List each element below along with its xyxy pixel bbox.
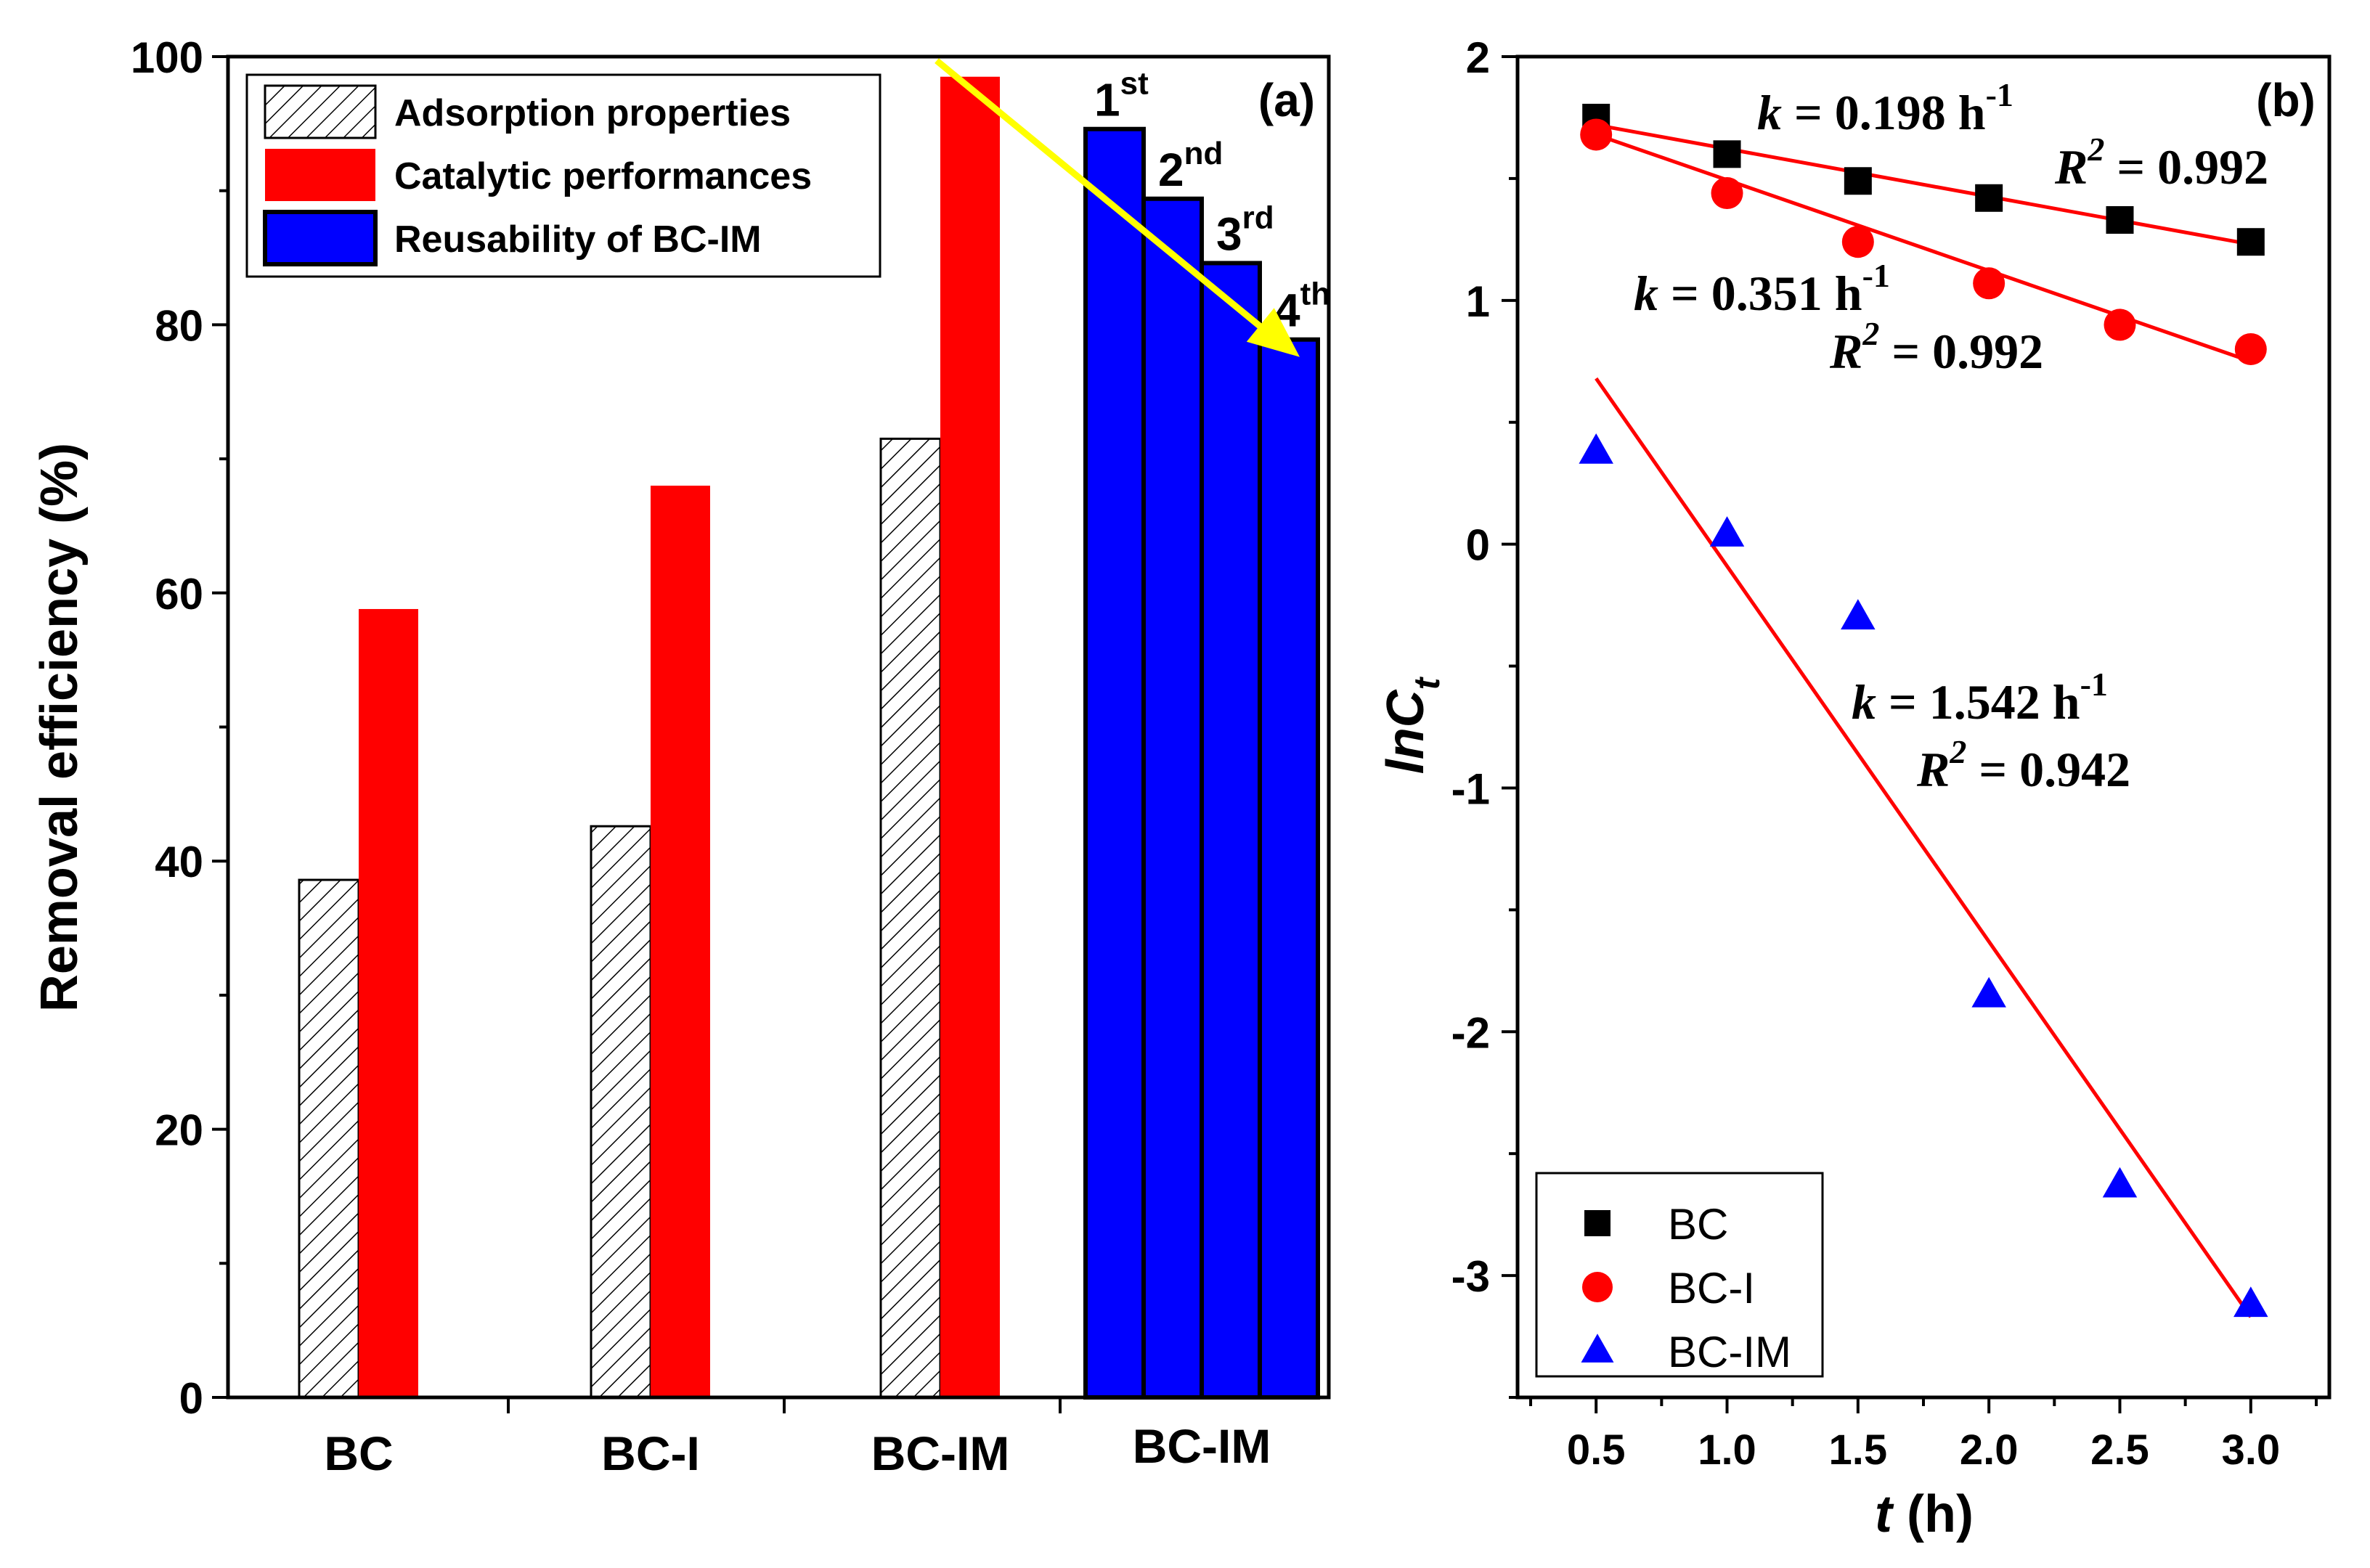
reuse-cycle-label-3: 3rd [1216,200,1274,260]
y-tick-label-80: 80 [155,301,203,350]
y-tick-label-20: 20 [155,1106,203,1155]
x-category-label: BC-IM [871,1426,1010,1480]
x-category-label-reuse: BC-IM [1133,1419,1271,1473]
legend-label-bc-im: BC-IM [1668,1328,1791,1376]
point-bc-im-5 [2233,1286,2268,1318]
x-tick-label-b: 2.5 [2090,1426,2149,1474]
annotation-k-bc-i: k = 0.351 h-1 [1634,257,1890,321]
bar-adsorption-bc-i [590,825,652,1399]
legend-label-bc: BC [1668,1200,1728,1249]
y-axis-label-b: lnCt [1377,676,1447,774]
legend-marker-bc [1584,1210,1610,1236]
trend-arrow-head [1246,308,1300,357]
reuse-cycle-label-1: 1st [1094,66,1149,126]
point-bc-3 [1975,184,2003,212]
point-bc-i-3 [1973,267,2005,300]
point-bc-1 [1713,140,1741,168]
axis-frame-a [226,54,1331,1400]
y-tick-label-b: -1 [1451,764,1490,813]
bar-reuse-cycle-1 [1083,126,1146,1400]
x-tick-label-b: 1.5 [1829,1426,1888,1474]
x-axis-label-b: t (h) [1875,1485,1974,1543]
point-bc-4 [2106,205,2134,234]
x-tick-label-b: 0.5 [1567,1426,1626,1474]
x-tick-label-b: 3.0 [2221,1426,2280,1474]
x-tick-label-b: 1.0 [1698,1426,1756,1474]
legend-label-bc-i: BC-I [1668,1264,1755,1312]
legend-swatch-2 [263,210,378,266]
point-bc-im-0 [1579,433,1613,464]
legend-label-1: Catalytic performances [394,155,812,197]
annotation-k-bc: k = 0.198 h-1 [1757,76,2013,140]
bar-catalytic-bc-i [651,486,710,1397]
point-bc-im-3 [1971,976,2006,1008]
point-bc-i-4 [2104,309,2136,341]
point-bc-im-1 [1709,516,1745,547]
bar-reuse-cycle-3 [1200,261,1262,1400]
annotation-k-bc-im: k = 1.542 h-1 [1852,666,2108,730]
point-bc-i-2 [1841,226,1874,258]
y-tick-label-b: -3 [1451,1252,1490,1301]
fit-line-bc-i [1595,133,2252,364]
annotation-r2-bc-i: R2 = 0.992 [1829,315,2043,379]
y-tick-label-b: -2 [1451,1008,1490,1057]
fit-line-bc [1595,123,2252,247]
legend-label-2: Reusability of BC-IM [394,219,762,261]
legend-swatch-1 [265,149,375,201]
legend-swatch-0 [264,84,377,139]
point-bc-i-1 [1711,177,1743,210]
bar-adsorption-bc-im [879,437,942,1399]
y-tick-label-b: 2 [1466,33,1490,82]
point-bc-i-5 [2234,332,2267,365]
legend-frame-b [1535,1172,1824,1378]
point-bc-im-4 [2102,1167,2138,1198]
panel-label-a: (a) [1258,74,1315,126]
legend-a: Adsorption properties Catalytic performan… [245,73,881,278]
legend-b: BC BC-I BC-IM [1535,1172,1824,1378]
y-tick-label-b: 0 [1466,521,1490,570]
annotation-r2-bc-im: R2 = 0.942 [1916,733,2130,797]
point-bc-5 [2236,228,2265,256]
y-tick-label-40: 40 [155,838,203,886]
y-axis-label-a: Removal efficiency (%) [30,443,89,1012]
reuse-cycle-label-2: 2nd [1158,136,1223,196]
x-category-label: BC [324,1426,393,1480]
fit-line-bc-im [1595,377,2252,1318]
y-tick-label-60: 60 [155,570,203,618]
panel-b: -3 -2 -1 0 1 2 0.5 1.0 1.5 2.0 2.5 3.0 k = 0.198 h-1… [1377,33,2332,1543]
point-bc-im-2 [1841,599,1876,630]
panel-label-b: (b) [2256,74,2316,126]
bar-catalytic-bc-im [940,76,1000,1398]
bar-adsorption-bc [298,878,360,1399]
bar-catalytic-bc [359,608,418,1397]
point-bc-2 [1844,167,1872,195]
x-category-label: BC-I [601,1426,700,1480]
axis-frame-b [1515,54,2332,1400]
legend-label-0: Adsorption properties [394,92,791,134]
trend-arrow-line [934,58,1280,344]
y-tick-label-b: 1 [1466,277,1490,326]
legend-marker-bc-i [1582,1272,1613,1302]
bar-reuse-cycle-2 [1141,196,1204,1400]
annotation-r2-bc: R2 = 0.992 [2054,131,2268,195]
legend-marker-bc-im [1581,1334,1614,1363]
y-tick-label-0: 0 [179,1374,203,1423]
y-tick-label-100: 100 [131,33,203,82]
x-tick-label-b: 2.0 [1960,1426,2019,1474]
point-bc-i-0 [1580,118,1613,151]
bar-reuse-cycle-4 [1258,337,1320,1400]
